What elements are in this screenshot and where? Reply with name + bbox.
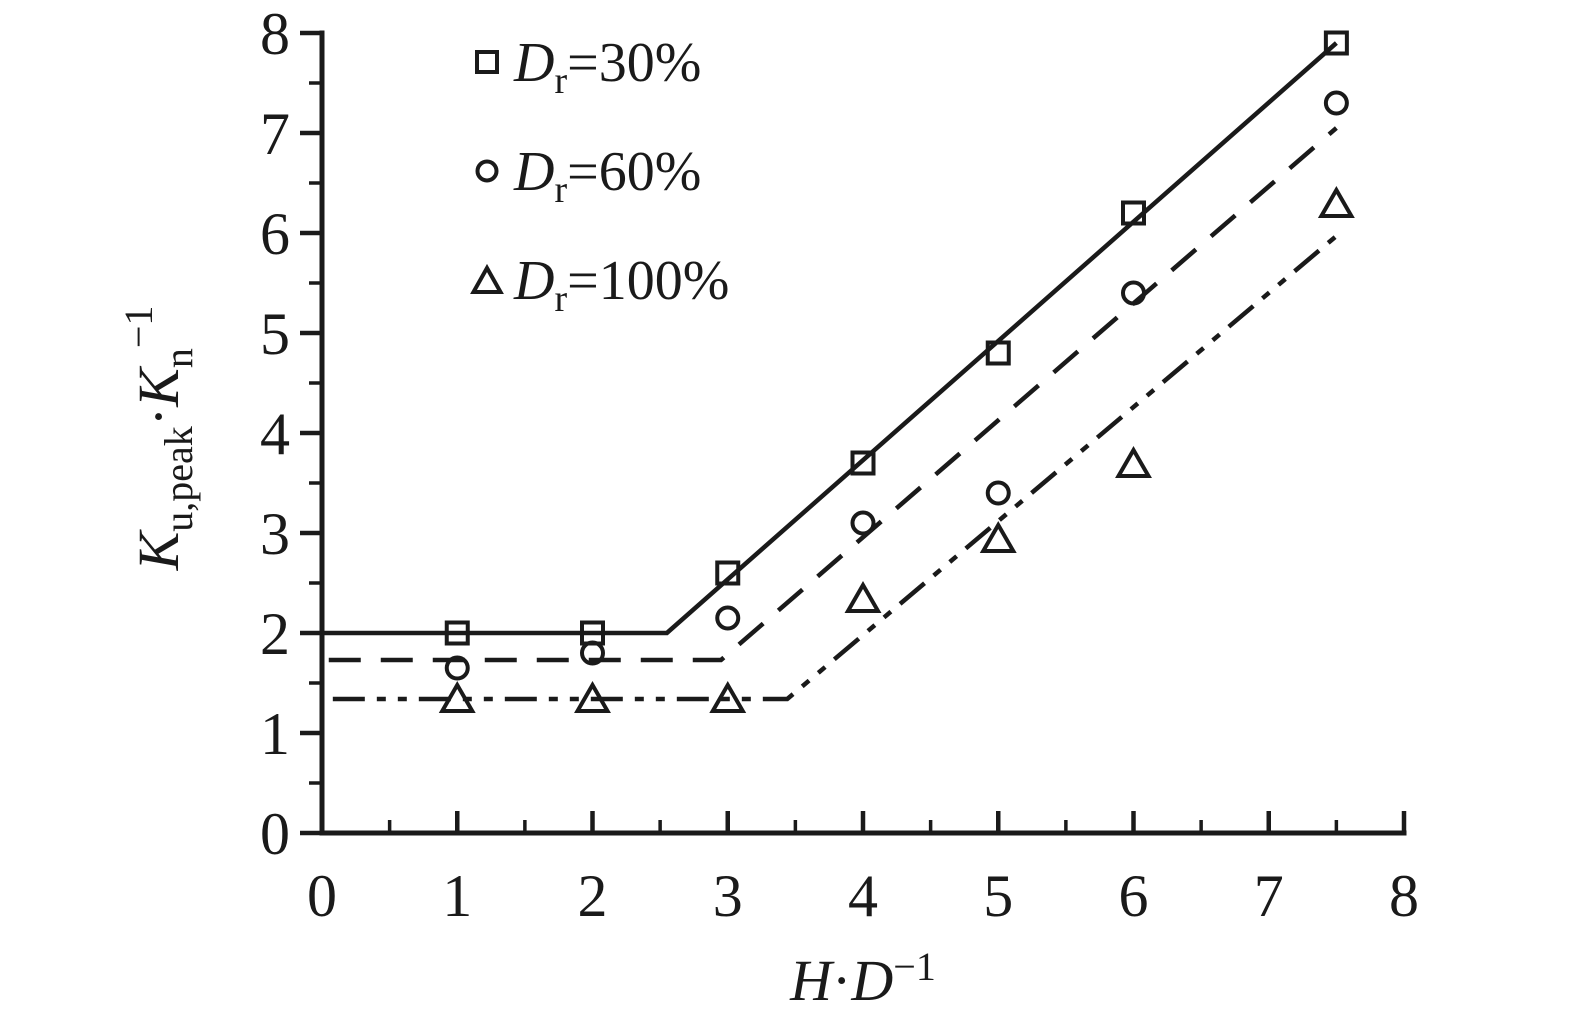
legend-marker-circle bbox=[475, 159, 499, 183]
y-tick-label: 5 bbox=[260, 301, 290, 367]
data-point-marker bbox=[1115, 445, 1152, 478]
data-point-marker bbox=[844, 580, 882, 613]
legend-marker-triangle bbox=[470, 263, 504, 294]
axes-frame bbox=[319, 30, 1407, 836]
data-point-marker bbox=[850, 450, 876, 476]
y-axis-label: Ku,peak·Kn−1 bbox=[116, 306, 201, 572]
data-point-marker bbox=[1121, 280, 1146, 306]
y-tick-label: 8 bbox=[260, 1, 290, 67]
data-point-marker bbox=[715, 605, 741, 631]
data-point-marker bbox=[1323, 90, 1349, 116]
x-tick-label: 8 bbox=[1389, 863, 1419, 929]
data-point-marker bbox=[979, 520, 1017, 553]
x-tick-label: 2 bbox=[578, 863, 608, 929]
data-point-marker bbox=[1317, 185, 1355, 218]
legend-label: Dr=30% bbox=[513, 32, 701, 102]
data-point-marker bbox=[574, 680, 611, 713]
data-point-marker bbox=[580, 640, 605, 666]
legend-marker-square bbox=[475, 50, 499, 74]
x-tick-label: 0 bbox=[307, 863, 337, 929]
y-tick-label: 1 bbox=[260, 701, 290, 767]
x-tick-label: 7 bbox=[1254, 863, 1284, 929]
y-tick-label: 0 bbox=[260, 801, 290, 867]
legend-label: Dr=100% bbox=[513, 250, 729, 320]
y-tick-label: 3 bbox=[260, 501, 290, 567]
data-point-marker bbox=[444, 620, 470, 646]
x-tick-label: 3 bbox=[713, 863, 743, 929]
y-tick-label: 7 bbox=[260, 101, 290, 167]
data-point-marker bbox=[1323, 30, 1349, 56]
x-axis-label: H·D−1 bbox=[789, 944, 936, 1013]
data-point-marker bbox=[985, 340, 1011, 366]
y-tick-label: 4 bbox=[260, 401, 290, 467]
y-tick-label: 2 bbox=[260, 601, 290, 667]
data-point-marker bbox=[715, 560, 741, 586]
trend-line-dr100 bbox=[332, 234, 1338, 702]
legend-label: Dr=60% bbox=[513, 141, 701, 211]
x-tick-label: 4 bbox=[848, 863, 878, 929]
data-point-marker bbox=[1121, 200, 1146, 226]
data-point-marker bbox=[985, 480, 1011, 506]
trend-line-dr60 bbox=[328, 126, 1338, 663]
data-point-marker bbox=[438, 680, 476, 713]
data-point-marker bbox=[850, 510, 876, 536]
data-point-marker bbox=[444, 655, 470, 681]
trend-line-dr30 bbox=[322, 41, 1338, 636]
x-tick-label: 5 bbox=[983, 863, 1013, 929]
y-tick-label: 6 bbox=[260, 201, 290, 267]
x-tick-label: 1 bbox=[442, 863, 472, 929]
data-point-marker bbox=[709, 680, 747, 713]
x-tick-label: 6 bbox=[1119, 863, 1149, 929]
